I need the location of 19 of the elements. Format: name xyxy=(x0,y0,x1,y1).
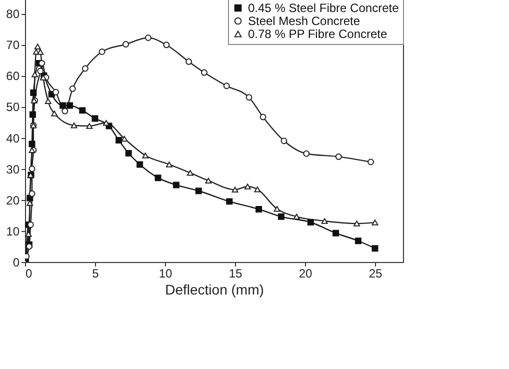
x-axis-title: Deflection (mm) xyxy=(165,282,264,298)
x-tick-label: 5 xyxy=(92,266,100,280)
x-tick-label: 15 xyxy=(228,266,242,280)
x-tick-label: 20 xyxy=(298,266,312,280)
y-tick-label: 10 xyxy=(6,224,20,238)
y-tick-label: 40 xyxy=(6,131,20,146)
x-tick-label: 10 xyxy=(158,266,172,280)
y-tick-label: 60 xyxy=(6,69,20,84)
x-tick-label: 0 xyxy=(26,266,32,280)
legend-label: 0.78 % PP Fibre Concrete xyxy=(248,27,388,41)
x-tick-label: 25 xyxy=(368,266,382,280)
y-tick-label: 80 xyxy=(6,7,20,22)
legend-label: 0.45 % Steel Fibre Concrete xyxy=(248,1,400,15)
legend-label: Steel Mesh Concrete xyxy=(248,14,360,28)
y-tick-label: 70 xyxy=(6,38,20,52)
y-tick-label: 20 xyxy=(6,193,20,208)
y-tick-label: 30 xyxy=(6,162,20,176)
y-tick-label: 0 xyxy=(12,256,20,270)
y-tick-label: 50 xyxy=(6,100,20,114)
